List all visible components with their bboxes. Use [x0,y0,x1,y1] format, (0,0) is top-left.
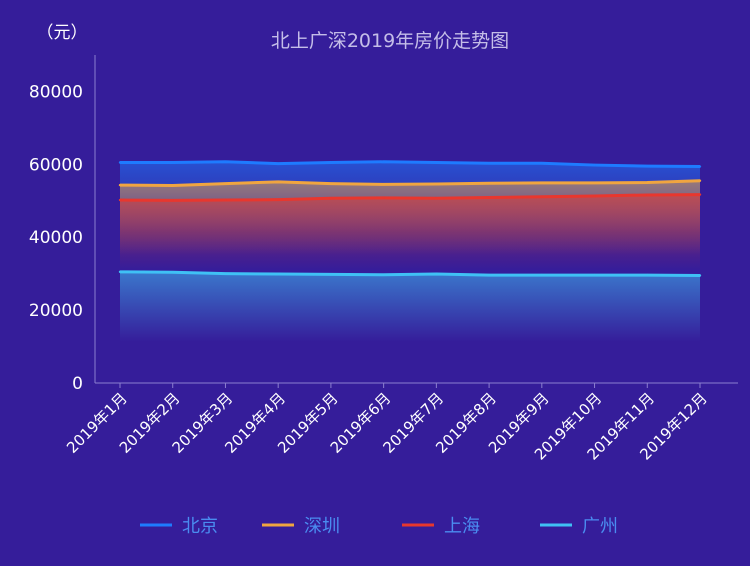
data-point [593,273,596,277]
data-point [224,272,227,275]
legend: 北京 深圳 上海 广州 [140,516,618,537]
data-point [276,162,280,165]
data-point [487,273,491,277]
data-point [540,181,544,185]
axes [94,55,738,388]
series-area [120,271,700,342]
data-point [224,198,227,202]
series-line [119,179,701,187]
data-point [118,183,122,187]
data-point [698,179,702,182]
data-point [382,273,385,276]
data-point [276,180,280,184]
data-point [329,273,333,276]
data-point [171,271,174,274]
series-line [119,193,701,202]
chart-title: 北上广深2019年房价走势图 [271,30,509,52]
data-point [698,193,702,196]
data-point [118,270,122,274]
data-point [329,161,333,164]
data-point [435,161,438,164]
data-point [698,165,702,168]
data-point [276,272,280,276]
series-line [120,160,701,169]
data-point [224,160,227,163]
legend-label: 广州 [582,516,618,537]
data-point [382,160,385,163]
data-point [593,163,596,167]
data-point [487,182,491,185]
data-point [171,184,174,187]
y-axis-unit-label: （元） [37,23,88,43]
data-point [435,197,438,200]
series-areas [120,161,700,342]
legend-label: 北京 [182,516,218,537]
legend-label: 上海 [444,516,480,537]
data-point [435,272,438,276]
data-point [540,195,544,198]
data-point [329,182,333,185]
data-point [435,182,438,186]
data-point [171,199,174,202]
data-point [118,161,122,164]
y-tick-label: 20000 [29,301,83,321]
data-point [487,162,491,165]
data-point [276,198,280,201]
data-point [382,183,385,186]
data-point [646,193,649,197]
data-point [224,182,227,185]
data-point [646,273,649,277]
y-tick-label: 80000 [29,82,83,102]
legend-label: 深圳 [304,516,340,537]
data-point [487,196,491,199]
data-point [698,274,702,277]
data-point [540,162,544,165]
y-tick-label: 0 [72,374,83,394]
y-tick-label: 40000 [29,228,83,248]
data-point [329,197,333,200]
series-lines [118,160,702,277]
data-point [171,161,174,164]
y-tick-label: 60000 [29,155,83,175]
data-point [593,194,596,198]
data-point [593,181,596,185]
data-point [382,196,385,200]
series-line [119,270,701,277]
data-point [646,164,649,168]
data-point [646,181,649,184]
series-area [120,194,700,271]
data-point [118,198,122,202]
data-point [540,273,544,277]
